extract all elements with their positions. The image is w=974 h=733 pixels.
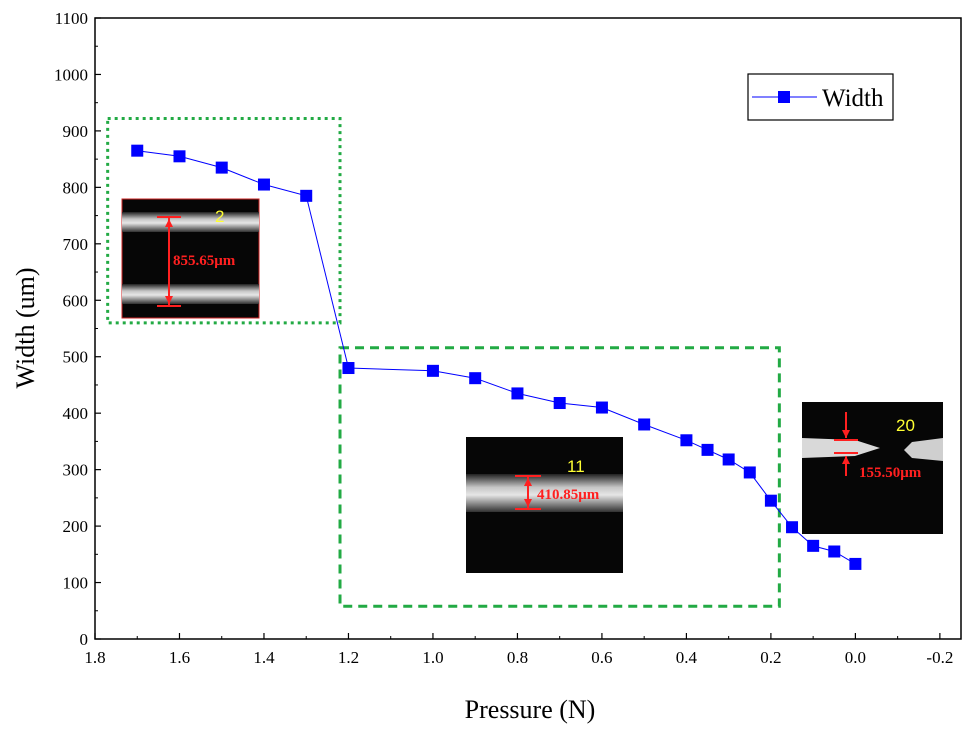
data-point: [807, 539, 820, 552]
y-tick-label: 800: [63, 178, 89, 197]
inset-measurement-11: 410.85μm: [537, 487, 600, 503]
data-point: [680, 434, 693, 447]
x-tick-label: 1.4: [253, 648, 275, 667]
y-tick-label: 700: [63, 235, 89, 254]
y-tick-label: 100: [63, 574, 89, 593]
inset-measurement-20: 155.50μm: [859, 465, 922, 481]
data-point: [553, 397, 566, 410]
highlight-boxes: [106, 116, 781, 608]
data-point: [426, 364, 439, 377]
x-tick-label: 0.2: [760, 648, 781, 667]
y-tick-label: 1100: [55, 9, 88, 28]
data-point: [342, 362, 355, 375]
legend: Width: [747, 73, 894, 121]
y-tick-label: 1000: [54, 65, 88, 84]
inset-image-11: 11 410.85μm: [466, 437, 623, 573]
x-axis-title: Pressure (N): [465, 695, 596, 724]
data-point: [638, 418, 651, 431]
x-tick-label: 0.8: [507, 648, 528, 667]
inset-image-2: 2 855.65μm: [121, 198, 260, 319]
y-tick-label: 400: [63, 404, 89, 423]
legend-marker: [778, 91, 790, 103]
x-tick-label: 1.6: [169, 648, 190, 667]
y-tick-label: 600: [63, 291, 89, 310]
series-width: [131, 144, 862, 570]
inset-label-20: 20: [896, 416, 915, 435]
y-tick-label: 500: [63, 348, 89, 367]
y-tick-label: 300: [63, 461, 89, 480]
inset-label-2: 2: [215, 207, 224, 226]
data-point: [300, 189, 313, 202]
x-tick-label: 0.6: [591, 648, 612, 667]
data-point: [131, 144, 144, 157]
data-point: [828, 545, 841, 558]
legend-label: Width: [822, 85, 884, 112]
y-tick-label: 200: [63, 517, 89, 536]
inset-label-11: 11: [567, 457, 585, 476]
x-tick-label: -0.2: [926, 648, 953, 667]
data-point: [722, 453, 735, 466]
data-point: [743, 466, 756, 479]
data-point: [786, 521, 799, 534]
data-point: [173, 150, 186, 163]
inset-measurement-2: 855.65μm: [173, 253, 236, 269]
data-point: [701, 443, 714, 456]
data-point: [511, 387, 524, 400]
x-tick-label: 0.4: [676, 648, 698, 667]
data-point: [257, 178, 270, 191]
x-tick-label: 1.8: [84, 648, 105, 667]
y-axis-title: Width (um): [11, 268, 40, 389]
x-tick-label: 1.2: [338, 648, 359, 667]
data-point: [469, 372, 482, 385]
data-point: [764, 494, 777, 507]
x-tick-label: 1.0: [422, 648, 443, 667]
inset-image-20: 20 155.50μm: [802, 402, 943, 534]
y-axis: 0 100 200 300 400 500 600 700 800 900 1000 1100: [54, 9, 101, 649]
y-tick-label: 0: [80, 630, 89, 649]
data-point: [215, 161, 228, 174]
x-axis: 1.8 1.6 1.4 1.2 1.0 0.8 0.6 0.4 0.2 0.0 -0.2: [84, 633, 953, 667]
y-tick-label: 900: [63, 122, 89, 141]
data-point: [849, 557, 862, 570]
highlight-box-1: [106, 116, 342, 325]
data-point: [595, 401, 608, 414]
highlight-box-2: [338, 346, 781, 608]
x-tick-label: 0.0: [845, 648, 866, 667]
